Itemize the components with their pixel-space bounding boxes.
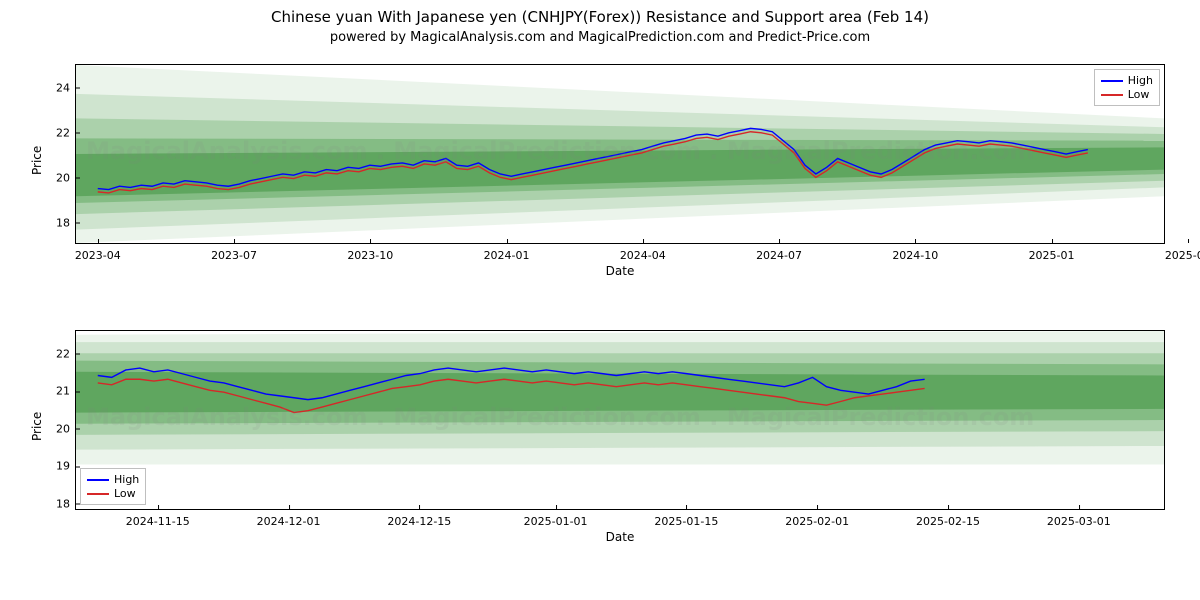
top-chart: High Low MagicalAnalysis.com . MagicalPr… bbox=[75, 64, 1165, 244]
xtick: 2025-04 bbox=[1165, 243, 1200, 262]
ytick: 24 bbox=[56, 81, 76, 94]
legend-high-label: High bbox=[1128, 74, 1153, 87]
ytick: 20 bbox=[56, 422, 76, 435]
ytick: 18 bbox=[56, 216, 76, 229]
legend-high: High bbox=[1101, 74, 1153, 87]
xtick: 2024-12-15 bbox=[387, 509, 451, 528]
legend-high-swatch bbox=[1101, 80, 1123, 82]
chart-subtitle: powered by MagicalAnalysis.com and Magic… bbox=[0, 30, 1200, 45]
ytick: 22 bbox=[56, 126, 76, 139]
xtick: 2025-02-01 bbox=[785, 509, 849, 528]
legend-low-2: Low bbox=[87, 487, 139, 500]
legend-high-swatch-2 bbox=[87, 479, 109, 481]
legend-low-label-2: Low bbox=[114, 487, 136, 500]
top-ylabel: Price bbox=[30, 146, 44, 175]
xtick: 2025-01-15 bbox=[654, 509, 718, 528]
legend-high-label-2: High bbox=[114, 473, 139, 486]
ytick: 21 bbox=[56, 385, 76, 398]
ytick: 19 bbox=[56, 460, 76, 473]
xtick: 2024-04 bbox=[620, 243, 666, 262]
xtick: 2024-11-15 bbox=[126, 509, 190, 528]
bottom-xlabel: Date bbox=[75, 530, 1165, 544]
xtick: 2025-01 bbox=[1029, 243, 1075, 262]
xtick: 2023-04 bbox=[75, 243, 121, 262]
legend-low: Low bbox=[1101, 88, 1153, 101]
legend-low-swatch bbox=[1101, 94, 1123, 96]
xtick: 2024-07 bbox=[756, 243, 802, 262]
title-block: Chinese yuan With Japanese yen (CNHJPY(F… bbox=[0, 0, 1200, 45]
xtick: 2024-01 bbox=[484, 243, 530, 262]
legend-low-swatch-2 bbox=[87, 493, 109, 495]
bottom-chart-svg bbox=[76, 331, 1164, 509]
xtick: 2024-12-01 bbox=[257, 509, 321, 528]
ytick: 22 bbox=[56, 347, 76, 360]
xtick: 2025-01-01 bbox=[524, 509, 588, 528]
xtick: 2024-10 bbox=[892, 243, 938, 262]
legend-high-2: High bbox=[87, 473, 139, 486]
xtick: 2023-10 bbox=[347, 243, 393, 262]
top-legend: High Low bbox=[1094, 69, 1160, 106]
ytick: 18 bbox=[56, 497, 76, 510]
bottom-ylabel: Price bbox=[30, 412, 44, 441]
xtick: 2025-03-01 bbox=[1047, 509, 1111, 528]
xtick: 2023-07 bbox=[211, 243, 257, 262]
top-chart-svg bbox=[76, 65, 1164, 243]
legend-low-label: Low bbox=[1128, 88, 1150, 101]
top-xlabel: Date bbox=[75, 264, 1165, 278]
xtick: 2025-02-15 bbox=[916, 509, 980, 528]
bottom-chart: High Low MagicalAnalysis.com . MagicalPr… bbox=[75, 330, 1165, 510]
bottom-legend: High Low bbox=[80, 468, 146, 505]
chart-title: Chinese yuan With Japanese yen (CNHJPY(F… bbox=[0, 8, 1200, 26]
ytick: 20 bbox=[56, 171, 76, 184]
